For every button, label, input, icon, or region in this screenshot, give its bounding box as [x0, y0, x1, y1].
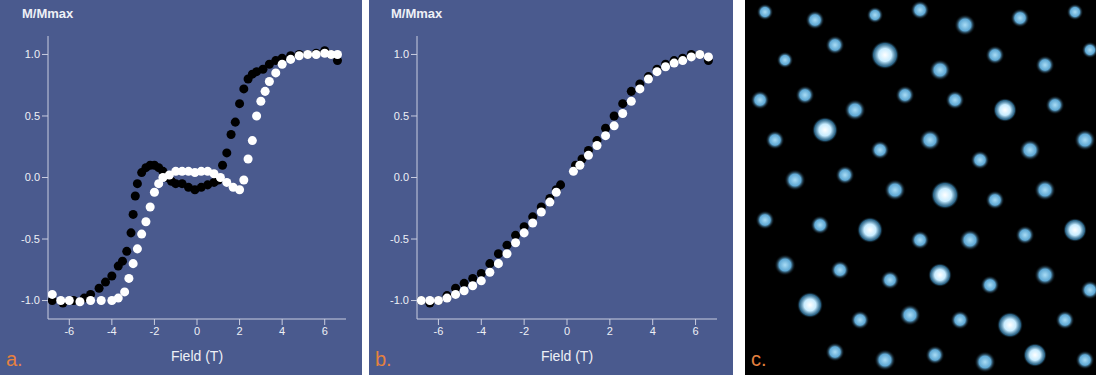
svg-text:4: 4 [650, 325, 656, 337]
html-text:c.: c. [751, 348, 767, 370]
svg-text:0.0: 0.0 [25, 171, 40, 183]
html-text:M/Mmax: M/Mmax [22, 6, 74, 21]
svg-text:0: 0 [194, 325, 200, 337]
svg-text:-4: -4 [107, 325, 117, 337]
svg-text:0.0: 0.0 [394, 171, 409, 183]
svg-text:-6: -6 [434, 325, 444, 337]
svg-text:Field (T): Field (T) [541, 348, 593, 364]
html-text:a.: a. [6, 348, 23, 370]
svg-text:-6: -6 [64, 325, 74, 337]
svg-text:-0.5: -0.5 [21, 233, 40, 245]
svg-text:6: 6 [693, 325, 699, 337]
svg-text:1.0: 1.0 [25, 48, 40, 60]
svg-text:-1.0: -1.0 [390, 294, 409, 306]
svg-text:2: 2 [237, 325, 243, 337]
svg-text:0.5: 0.5 [25, 110, 40, 122]
svg-text:6: 6 [322, 325, 328, 337]
html-text:b.: b. [375, 348, 392, 370]
svg-text:4: 4 [279, 325, 285, 337]
html-text:M/Mmax: M/Mmax [391, 6, 443, 21]
svg-text:-2: -2 [519, 325, 529, 337]
svg-text:-0.5: -0.5 [390, 233, 409, 245]
svg-text:1.0: 1.0 [394, 48, 409, 60]
svg-text:2: 2 [607, 325, 613, 337]
svg-text:-2: -2 [150, 325, 160, 337]
svg-text:-4: -4 [476, 325, 486, 337]
svg-text:0: 0 [564, 325, 570, 337]
svg-text:0.5: 0.5 [394, 110, 409, 122]
svg-text:-1.0: -1.0 [21, 294, 40, 306]
svg-text:Field (T): Field (T) [171, 348, 223, 364]
